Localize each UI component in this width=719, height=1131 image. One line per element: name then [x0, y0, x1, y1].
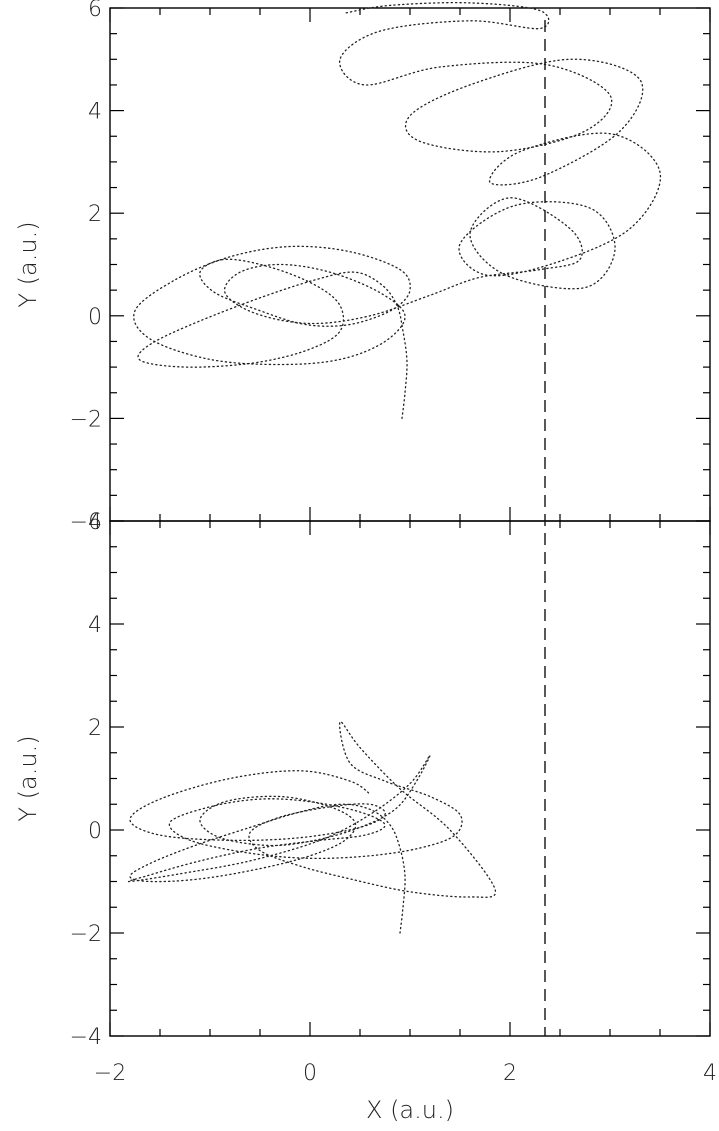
bottom-y-axis-label: Y (a.u.): [14, 735, 42, 821]
top-panel-frame: [109, 7, 711, 522]
x-tick-label: 2: [503, 1061, 517, 1086]
x-tick-label: −2: [94, 1061, 126, 1086]
bottom-y-tick-label: −2: [70, 922, 102, 947]
top-y-tick-label: −4: [70, 510, 102, 535]
top-y-tick-label: 6: [88, 0, 102, 22]
top-trajectory-series-0: [133, 2, 662, 420]
top-y-tick-label: 4: [88, 100, 102, 125]
top-panel: −4 −2 0 2 4 6 Y (a.u.): [14, 0, 711, 535]
bottom-trajectory-series-0: [127, 721, 497, 934]
top-y-tick-label: 0: [88, 305, 102, 330]
top-y-tick-label: −2: [70, 407, 102, 432]
bottom-y-tick-label: 6: [88, 510, 102, 535]
x-axis-label: X (a.u.): [366, 1096, 454, 1124]
top-y-tick-label: 2: [88, 202, 102, 227]
bottom-y-tick-label: 0: [88, 819, 102, 844]
x-axis: −2 0 2 4: [94, 20, 717, 1086]
x-tick-label: 0: [303, 1061, 317, 1086]
bottom-y-tick-label: 4: [88, 613, 102, 638]
top-y-axis-label: Y (a.u.): [14, 221, 42, 307]
bottom-y-tick-label: 2: [88, 716, 102, 741]
bottom-y-tick-label: −4: [70, 1025, 102, 1050]
bottom-panel: −4 −2 0 2 4 6 Y (a.u.): [14, 510, 711, 1050]
bottom-panel-frame: [109, 520, 711, 1037]
x-tick-label: 4: [703, 1061, 717, 1086]
